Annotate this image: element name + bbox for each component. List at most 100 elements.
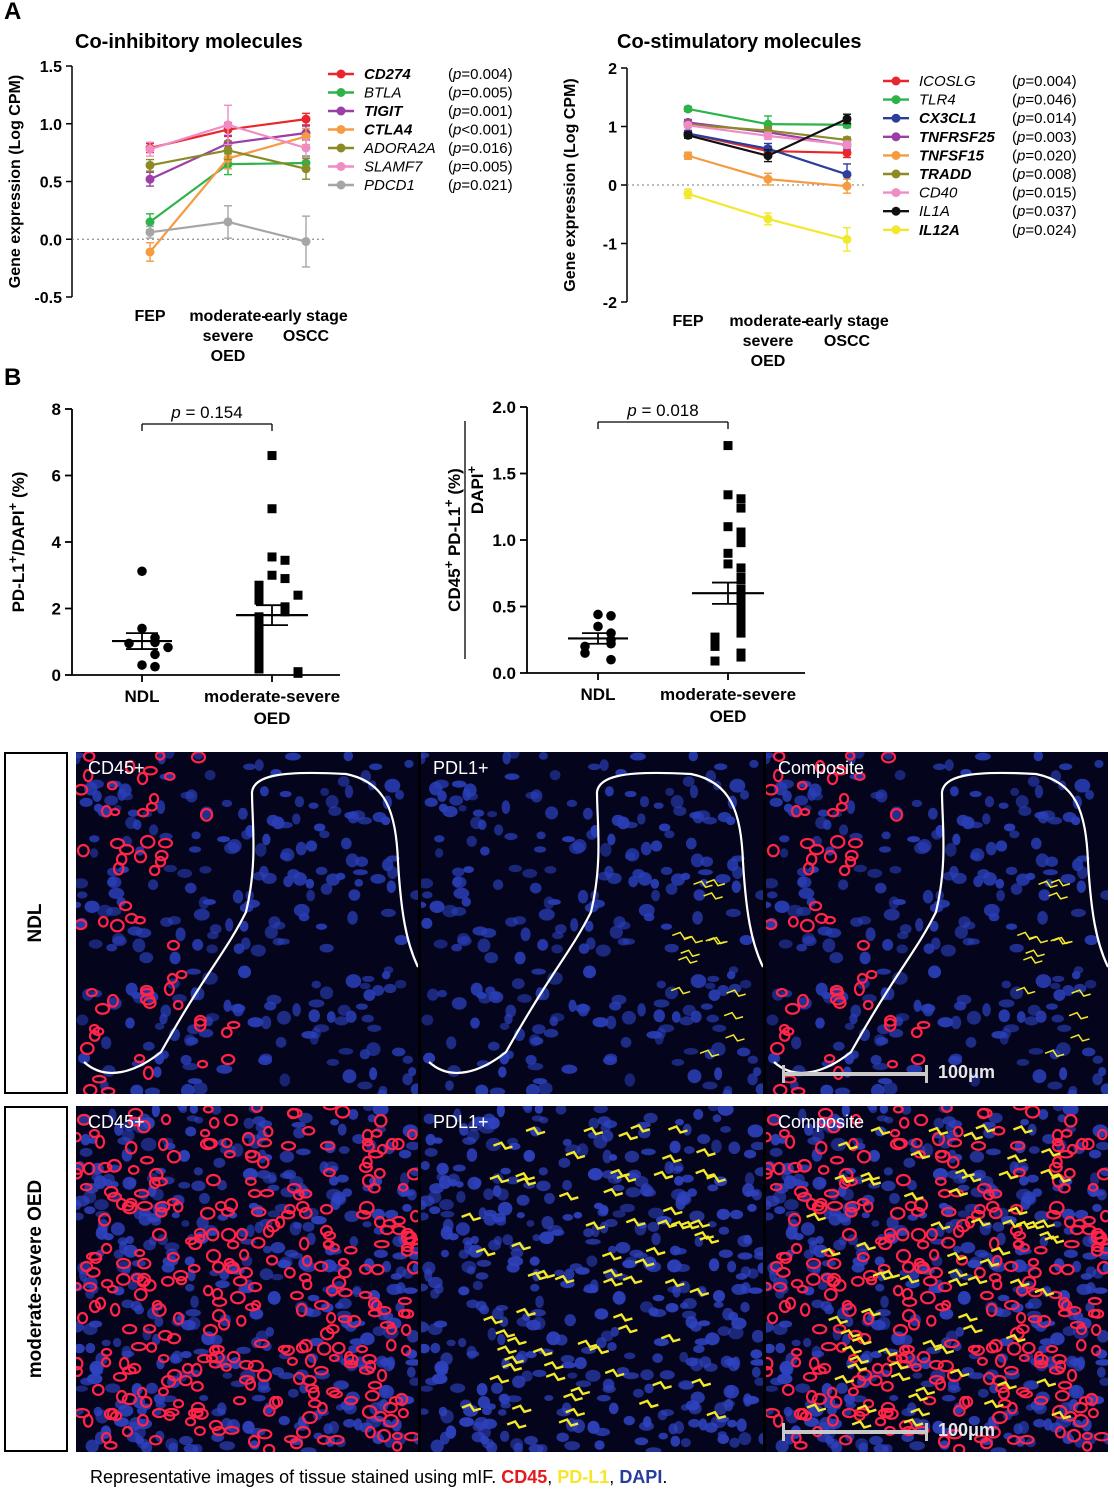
pdl1-signal: [689, 1287, 710, 1297]
dapi-nucleus: [279, 1172, 294, 1179]
cd45-cell: [79, 1041, 95, 1056]
pdl1-signal: [563, 1392, 583, 1402]
tile-label: PDL1+: [433, 758, 489, 778]
cd45-cell: [127, 1164, 140, 1175]
cd45-cell: [133, 915, 146, 925]
cd45-cell: [1096, 1260, 1108, 1275]
dapi-nucleus: [116, 897, 126, 907]
dapi-nucleus: [985, 841, 997, 856]
dapi-nucleus: [985, 1148, 1001, 1156]
dapi-nucleus: [486, 1441, 498, 1452]
dapi-nucleus: [1047, 816, 1063, 825]
legend-label: TNFRSF25: [919, 129, 996, 146]
dapi-nucleus: [658, 1432, 669, 1440]
dapi-nucleus: [298, 1112, 313, 1124]
cd45-cell: [937, 1281, 953, 1293]
cd45-cell: [973, 1203, 986, 1215]
dapi-nucleus: [570, 918, 579, 932]
dapi-nucleus: [1062, 1106, 1079, 1116]
dapi-nucleus: [679, 1302, 689, 1310]
dapi-nucleus: [76, 901, 82, 909]
dapi-nucleus: [254, 759, 264, 772]
cd45-cell: [382, 1401, 398, 1414]
cd45-cell: [220, 1026, 233, 1039]
dapi-nucleus: [609, 1154, 618, 1161]
legend-label: PDCD1: [364, 177, 415, 194]
dapi-nucleus: [1024, 1302, 1034, 1310]
pdl1-signal: [545, 1372, 566, 1382]
dapi-nucleus: [276, 1010, 292, 1025]
legend-label: CD274: [364, 66, 411, 83]
y-tick-label: 0.5: [40, 175, 62, 192]
cd45-cell: [211, 1287, 224, 1300]
dapi-nucleus: [564, 1441, 581, 1451]
cd45-cell: [928, 1266, 944, 1279]
dapi-nucleus: [747, 1203, 757, 1212]
legend-p-value: (p=0.024): [1012, 222, 1077, 239]
cd45-cell: [202, 1323, 219, 1337]
dapi-nucleus: [532, 1369, 547, 1378]
cd45-cell: [850, 1275, 865, 1287]
cd45-cell: [226, 1350, 241, 1364]
y-tick-label: 2: [608, 61, 617, 78]
dapi-nucleus: [551, 944, 563, 954]
cd45-cell: [223, 1260, 240, 1275]
dapi-nucleus: [876, 1115, 889, 1122]
dapi-nucleus: [640, 1369, 654, 1381]
pdl1-signal: [543, 1360, 564, 1370]
cd45-cell: [166, 972, 178, 984]
dapi-nucleus: [1059, 1067, 1068, 1081]
dapi-nucleus: [1088, 1149, 1102, 1159]
cd45-cell: [262, 1125, 274, 1138]
pdl1-signal: [489, 1374, 510, 1384]
dapi-nucleus: [1052, 1221, 1062, 1228]
dapi-nucleus: [76, 1343, 85, 1354]
cd45-cell: [880, 1401, 896, 1414]
dapi-nucleus: [95, 1225, 108, 1240]
dapi-nucleus: [410, 1083, 418, 1094]
dapi-nucleus: [537, 939, 549, 951]
cd45-cell: [988, 1272, 1002, 1283]
dapi-nucleus: [395, 1266, 407, 1278]
dapi-nucleus: [475, 1084, 489, 1094]
dapi-nucleus: [1050, 1332, 1065, 1346]
dapi-nucleus: [315, 923, 328, 930]
caption-marker-dapi: DAPI: [619, 1467, 663, 1487]
dapi-nucleus: [372, 1326, 386, 1337]
dapi-nucleus: [1051, 1014, 1065, 1023]
cd45-cell: [280, 1140, 297, 1151]
dapi-nucleus: [755, 1083, 763, 1094]
dapi-nucleus: [554, 924, 567, 934]
dapi-nucleus: [817, 926, 833, 936]
dapi-nucleus: [76, 1385, 88, 1392]
dapi-nucleus: [941, 1394, 956, 1402]
cd45-cell: [322, 1230, 337, 1241]
p-value-label: p = 0.018: [626, 401, 698, 420]
y-tick-label: 2: [52, 600, 61, 619]
cd45-cell: [193, 1407, 209, 1420]
pdl1-signal: [706, 1174, 726, 1183]
cd45-cell: [790, 1278, 804, 1289]
cd45-cell: [952, 1404, 966, 1417]
cd45-cell: [82, 1161, 96, 1176]
dapi-nucleus: [279, 1150, 295, 1163]
dapi-nucleus: [700, 1003, 713, 1010]
dapi-nucleus: [394, 979, 407, 989]
dapi-nucleus: [428, 1276, 443, 1289]
cd45-cell: [1063, 1113, 1078, 1128]
dapi-nucleus: [511, 978, 525, 990]
dapi-nucleus: [659, 1370, 675, 1380]
dapi-nucleus: [342, 1188, 353, 1197]
dapi-nucleus: [554, 1269, 565, 1277]
cd45-cell: [772, 1083, 788, 1094]
cd45-cell: [157, 1353, 170, 1364]
cd45-cell: [1084, 1392, 1099, 1406]
cd45-cell: [934, 1377, 947, 1391]
cd45-cell: [337, 1266, 352, 1279]
dapi-nucleus: [960, 1241, 976, 1254]
dapi-nucleus: [558, 1157, 571, 1168]
cd45-cell: [766, 1131, 772, 1143]
dapi-nucleus: [355, 856, 369, 867]
dapi-nucleus: [180, 1054, 192, 1065]
cd45-cell: [1045, 1344, 1059, 1354]
